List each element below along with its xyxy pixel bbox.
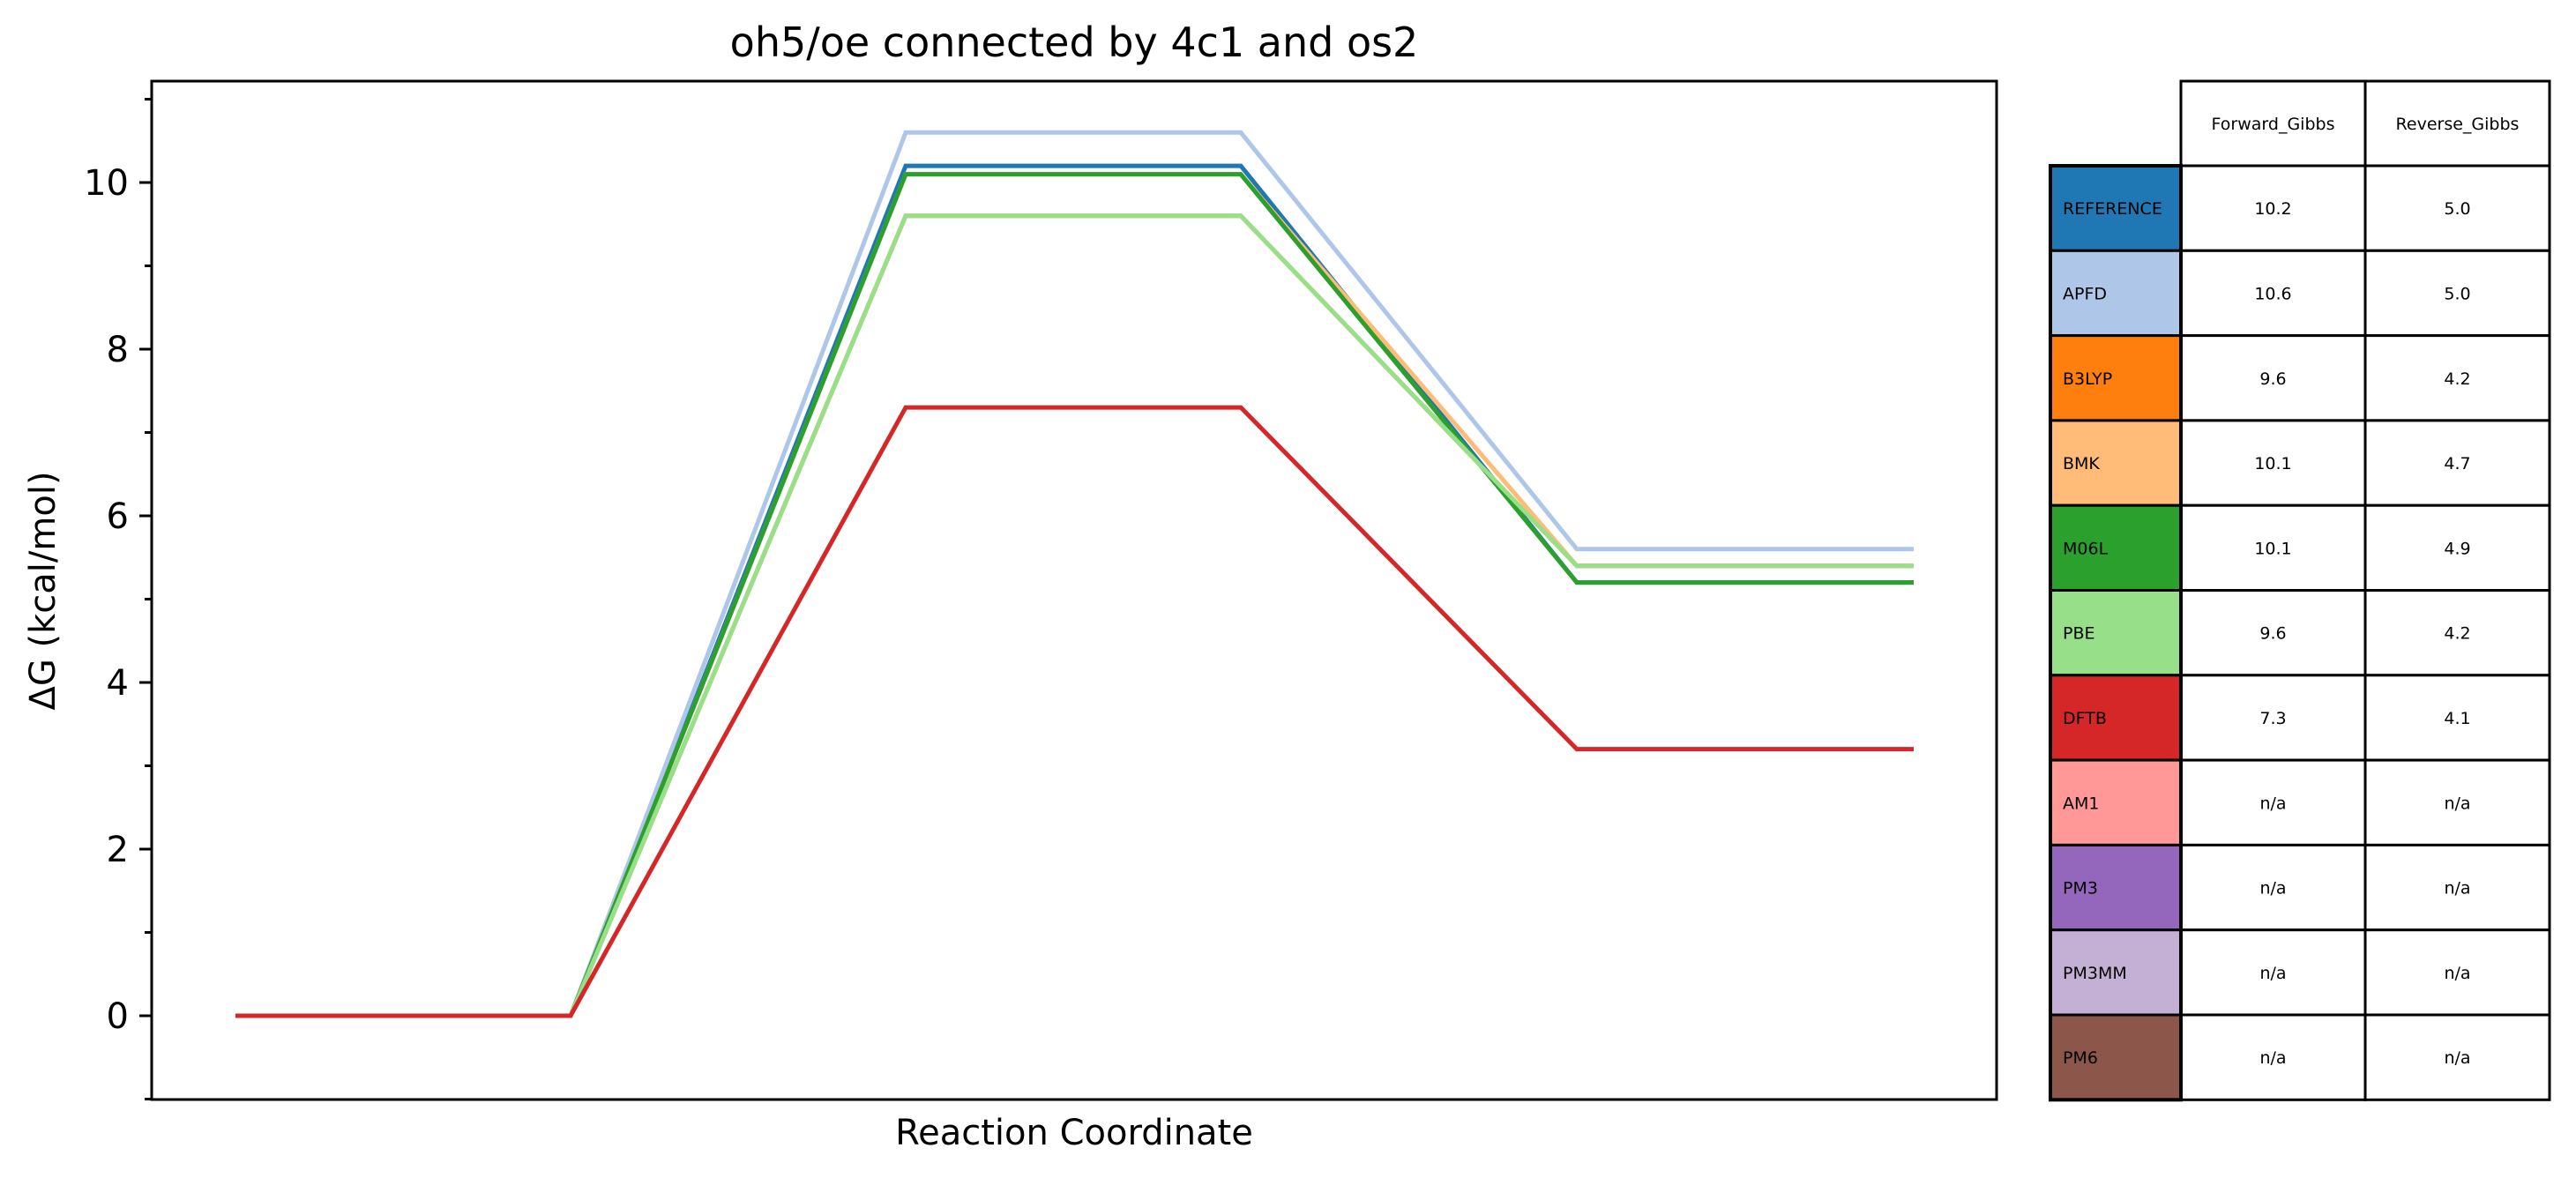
table-row-label: BMK: [2063, 454, 2100, 473]
table-cell: [2179, 758, 2367, 846]
table-cell: [2363, 503, 2551, 593]
series-line-reference: [235, 163, 1914, 1018]
table-row-label: PM6: [2063, 1048, 2098, 1068]
y-axis-label: ΔG (kcal/mol): [23, 471, 63, 710]
x-axis-label: Reaction Coordinate: [895, 1113, 1253, 1153]
table-row-label-cell: [2049, 1013, 2183, 1101]
table-cell-forward-value: 9.6: [2259, 369, 2286, 389]
y-tick-label: 6: [107, 496, 129, 537]
table-row-label: REFERENCE: [2063, 199, 2162, 219]
y-tick-label: 0: [107, 996, 129, 1037]
y-tick-label: 8: [107, 330, 129, 370]
series-line-b3lyp: [235, 213, 1914, 1018]
table-cell-forward-value: n/a: [2259, 879, 2286, 898]
table-cell-reverse-value: n/a: [2444, 1048, 2470, 1068]
series-layer: [235, 130, 1914, 1018]
table-cell-reverse-value: 4.9: [2444, 539, 2470, 558]
series-line-apfd: [235, 130, 1914, 1018]
table-cell-reverse-value: n/a: [2444, 964, 2470, 983]
table-label-column-border: [2049, 164, 2183, 1102]
table-cell-forward-value: 10.1: [2254, 454, 2291, 473]
table-cell: [2179, 249, 2367, 338]
table-row-label: APFD: [2063, 284, 2107, 303]
table-column-header: Reverse_Gibbs: [2396, 115, 2520, 134]
y-tick-label: 4: [107, 663, 129, 704]
table-cell-reverse-value: n/a: [2444, 879, 2470, 898]
series-line-m06l: [235, 172, 1914, 1018]
table-row-label: PM3MM: [2063, 964, 2127, 983]
table-row-label-cell: [2049, 589, 2183, 677]
table-cell: [2363, 674, 2551, 762]
table-cell-reverse-value: 4.2: [2444, 369, 2470, 389]
table-cell: [2179, 589, 2367, 677]
plot-frame: [150, 79, 1998, 1101]
data-table: Forward_Gibbs Reverse_Gibbs REFERENCE 10.2 5…: [2049, 79, 2551, 1102]
table-cell-reverse-value: 5.0: [2444, 199, 2470, 219]
table-cell-forward-value: 10.6: [2254, 284, 2291, 303]
chart-title: oh5/oe connected by 4c1 and os2: [730, 19, 1419, 66]
series-line-pbe: [235, 213, 1914, 1018]
table-cell: [2363, 419, 2551, 507]
table-cell: [2363, 589, 2551, 677]
series-line-dftb: [235, 405, 1914, 1018]
y-tick-label: 2: [107, 830, 129, 870]
table-cell-reverse-value: 4.1: [2444, 709, 2470, 728]
table-cell: [2179, 1013, 2367, 1101]
table-cell-forward-value: 7.3: [2259, 709, 2286, 728]
y-tick-label: 10: [84, 163, 129, 204]
table-cell-forward-value: n/a: [2259, 794, 2286, 813]
table-row-label: M06L: [2063, 539, 2109, 558]
table-cell-reverse-value: 4.2: [2444, 624, 2470, 644]
table-row-label-cell: [2049, 334, 2183, 422]
table-cell-reverse-value: n/a: [2444, 794, 2470, 813]
table-row-label: PM3: [2063, 879, 2098, 898]
table-column-header: Forward_Gibbs: [2212, 115, 2335, 134]
table-cell: [2363, 758, 2551, 846]
table-cell: [2363, 1013, 2551, 1101]
table-cell-forward-value: 9.6: [2259, 624, 2286, 644]
series-line-bmk: [235, 172, 1914, 1018]
table-cell: [2363, 334, 2551, 422]
table-cell-forward-value: n/a: [2259, 1048, 2286, 1068]
table-cell-forward-value: n/a: [2259, 964, 2286, 983]
table-cell: [2179, 843, 2367, 932]
table-cell-forward-value: 10.2: [2254, 199, 2291, 219]
table-cell-forward-value: 10.1: [2254, 539, 2291, 558]
table-row-label: DFTB: [2063, 709, 2107, 728]
table-row-label: B3LYP: [2063, 369, 2112, 389]
table-cell-reverse-value: 5.0: [2444, 284, 2470, 303]
table-cell: [2363, 164, 2551, 252]
table-cell-reverse-value: 4.7: [2444, 454, 2470, 473]
table-cell: [2179, 503, 2367, 593]
table-cell: [2363, 249, 2551, 338]
y-axis: 0 2 4 6 8 10: [84, 98, 152, 1100]
table-row-label: AM1: [2063, 794, 2099, 813]
table-row-label: PBE: [2063, 624, 2095, 644]
